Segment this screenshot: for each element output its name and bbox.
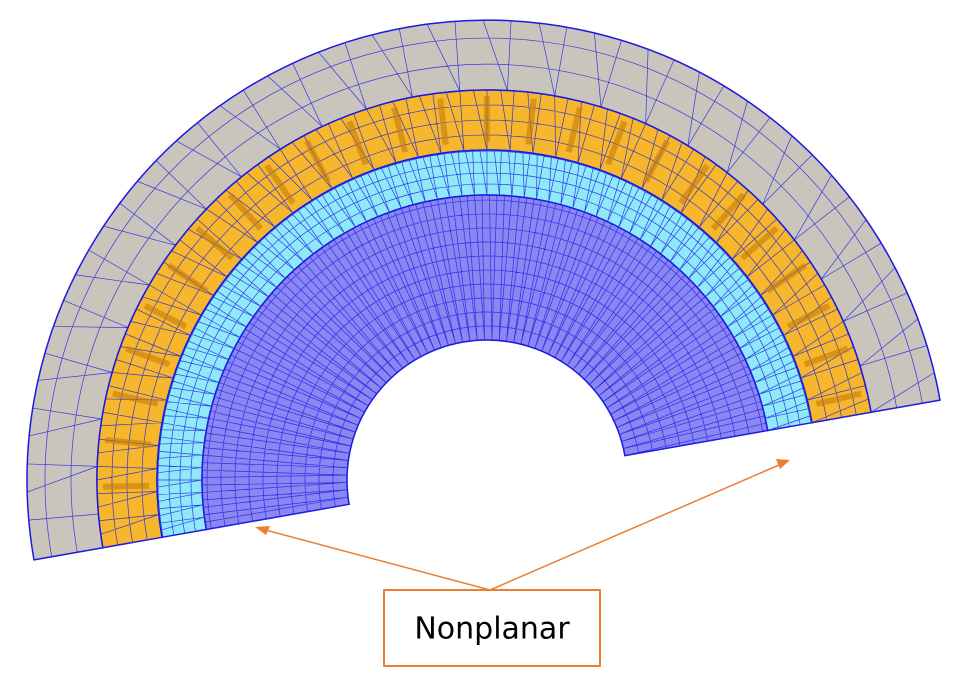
coil-slot [195, 225, 234, 261]
rotor-core [201, 194, 769, 531]
annotation-box [383, 589, 601, 667]
coil-slot [740, 225, 779, 261]
coil-slot [112, 390, 159, 407]
winding-band-mesh [96, 90, 872, 549]
coil-slot [437, 98, 449, 145]
rotor-core-mesh [202, 195, 768, 530]
arrow-head [776, 459, 790, 469]
coil-slot [710, 192, 747, 231]
coil-slot [346, 120, 369, 166]
coil-slot [103, 482, 150, 490]
coil-slot [304, 139, 331, 183]
coil-slot [264, 163, 296, 205]
coil-slot [605, 120, 628, 166]
coil-slot [391, 106, 409, 153]
arrow-line [257, 527, 491, 591]
coil-slot [678, 163, 710, 205]
coil-slot [104, 436, 152, 448]
coil-slot [786, 302, 831, 330]
coil-slot [565, 106, 583, 153]
air-gap-band-mesh [157, 150, 813, 538]
arrow-head [255, 526, 270, 535]
coil-slot [803, 345, 849, 368]
coil-slot [143, 302, 188, 330]
annotation-label: Nonplanar [414, 612, 570, 647]
coil-slot [765, 262, 808, 294]
coil-slot [166, 262, 209, 294]
coil-slot [643, 139, 670, 183]
outer-yoke-mesh [27, 19, 941, 557]
arrow-line [489, 461, 787, 591]
coil-slot [815, 390, 862, 407]
coil-slot [227, 192, 264, 231]
stator-rotor-mesh [26, 19, 941, 561]
coil-slot [125, 345, 171, 368]
coil-slot [525, 98, 537, 145]
